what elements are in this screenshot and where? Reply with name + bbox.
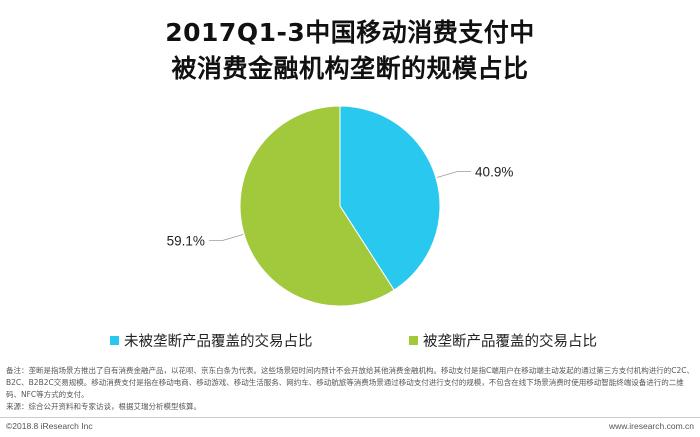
pie-chart: 40.9% 59.1%	[167, 105, 513, 307]
footer-copyright: ©2018.8 iResearch Inc	[6, 421, 93, 431]
chart-notes: 备注：垄断是指场景方推出了自有消费金融产品，以花呗、京东白条为代表。这些场景短时…	[6, 365, 694, 413]
legend-label-uncovered: 未被垄断产品覆盖的交易占比	[124, 334, 313, 350]
footer-website: www.iresearch.com.cn	[608, 421, 694, 431]
footer-divider	[0, 417, 700, 418]
source-text: 来源：综合公开资料和专家访谈，根据艾瑞分析模型核算。	[6, 402, 201, 411]
leader-line-covered	[208, 234, 244, 241]
legend-swatch-uncovered	[110, 336, 119, 345]
data-label-covered: 59.1%	[167, 233, 205, 248]
legend-item-covered: 被垄断产品覆盖的交易占比	[409, 330, 597, 351]
note-text: 备注：垄断是指场景方推出了自有消费金融产品，以花呗、京东白条为代表。这些场景短时…	[6, 366, 694, 399]
chart-title-line-1: 2017Q1-3中国移动消费支付中	[165, 18, 535, 47]
data-label-uncovered: 40.9%	[475, 165, 513, 180]
legend-item-uncovered: 未被垄断产品覆盖的交易占比	[110, 330, 313, 351]
chart-legend: 未被垄断产品覆盖的交易占比 被垄断产品覆盖的交易占比	[0, 330, 700, 352]
legend-swatch-covered	[409, 336, 418, 345]
chart-title-line-2: 被消费金融机构垄断的规模占比	[171, 54, 529, 83]
leader-line-uncovered	[436, 171, 472, 178]
pie-slice-covered	[239, 105, 395, 307]
legend-label-covered: 被垄断产品覆盖的交易占比	[423, 334, 597, 350]
